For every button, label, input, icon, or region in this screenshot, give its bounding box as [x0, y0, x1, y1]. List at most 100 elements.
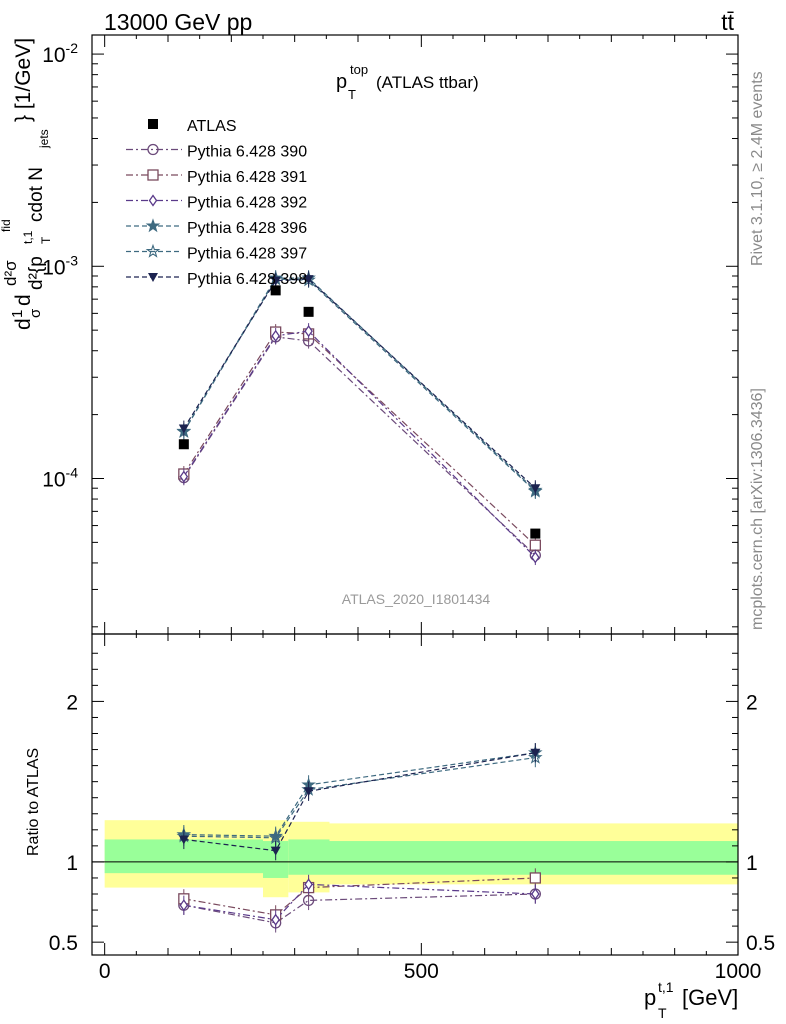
x-tick-label: 500	[404, 960, 439, 983]
ratio-point	[304, 878, 313, 891]
ratio-point	[178, 835, 189, 845]
x-tick-label: 0	[99, 960, 111, 983]
data-point	[270, 276, 281, 286]
svg-text:jets: jets	[37, 129, 51, 149]
svg-text:t,1: t,1	[21, 230, 35, 244]
series-line	[183, 277, 536, 491]
mcplots-label: mcplots.cern.ch [arXiv:1306.3436]	[749, 388, 766, 630]
svg-text:σ: σ	[27, 308, 44, 318]
legend: ATLAS Pythia 6.428 390 Pythia 6.428 391 Pyt…	[126, 118, 307, 288]
series-line	[183, 278, 536, 492]
axes: 0 500 1000 10-2 10-3 10-4 0.5 0.5 1 1 2 2	[42, 34, 775, 983]
ratio-frame	[91, 633, 739, 956]
svg-text:[GeV]: [GeV]	[682, 985, 738, 1010]
svg-text:p: p	[336, 71, 347, 93]
y-tick-label: 10-4	[42, 464, 78, 491]
atlas-data-point	[270, 285, 281, 296]
svg-text:p: p	[644, 985, 656, 1010]
series-pythia-6-428-390	[178, 328, 541, 563]
ratio-y-label: Ratio to ATLAS	[25, 748, 42, 856]
data-point	[304, 324, 313, 338]
main-plot-area	[176, 270, 543, 566]
svg-text:} [1/GeV]: } [1/GeV]	[12, 38, 35, 122]
legend-label: Pythia 6.428 396	[187, 220, 307, 237]
series-line	[183, 336, 536, 556]
svg-text:1: 1	[9, 310, 26, 318]
ratio-band-inner	[329, 841, 738, 875]
y-tick-label: 10-2	[42, 40, 78, 67]
svg-text:cdot N: cdot N	[26, 167, 47, 222]
ratio-band-inner	[288, 839, 330, 875]
data-point	[531, 551, 540, 564]
series-pythia-6-428-396	[176, 270, 543, 498]
legend-label: Pythia 6.428 391	[187, 169, 307, 186]
legend-marker	[147, 169, 159, 181]
svg-text:d: d	[12, 318, 35, 330]
svg-text:T: T	[39, 236, 53, 244]
ratio-point	[529, 872, 541, 884]
ratio-uncertainty-bands	[92, 820, 738, 898]
legend-marker	[145, 218, 161, 233]
data-point	[303, 275, 314, 285]
analysis-watermark: ATLAS_2020_I1801434	[342, 591, 491, 607]
ratio-y-tick-label-right: 0.5	[746, 932, 775, 955]
data-point	[179, 470, 189, 483]
ratio-point	[271, 913, 280, 926]
atlas-data-point	[178, 439, 189, 450]
svg-text:T: T	[348, 87, 356, 102]
legend-marker	[147, 143, 159, 156]
series-line	[183, 278, 536, 489]
ratio-y-tick-label: 1	[66, 852, 78, 875]
header-left: 13000 GeV pp	[104, 9, 252, 35]
ratio-line	[183, 877, 536, 916]
series-pythia-6-428-397	[176, 271, 543, 500]
atlas-data-point	[530, 528, 541, 539]
svg-text:d²σ: d²σ	[1, 260, 20, 286]
ratio-y-tick-label: 2	[66, 691, 78, 714]
ratio-point	[268, 830, 284, 845]
svg-text:d²{p: d²{p	[26, 256, 47, 290]
ratio-series-pythia-6-428-392	[179, 874, 540, 930]
svg-text:T: T	[658, 1005, 667, 1021]
series-line	[183, 330, 536, 558]
series-atlas-data	[178, 285, 541, 539]
y-tick-label: 10-3	[42, 252, 78, 279]
ratio-y-tick-label-right: 2	[746, 691, 758, 714]
ratio-line	[183, 752, 536, 852]
x-tick-label: 1000	[715, 960, 762, 983]
data-point	[529, 539, 541, 551]
rivet-label: Rivet 3.1.10, ≥ 2.4M events	[749, 71, 766, 266]
header-right: tt̄	[721, 9, 734, 35]
series-line	[183, 331, 536, 546]
ratio-point	[530, 748, 541, 758]
svg-text:(ATLAS ttbar): (ATLAS ttbar)	[376, 73, 479, 92]
svg-text:t,1: t,1	[658, 979, 674, 995]
ratio-point	[179, 899, 189, 912]
legend-label: Pythia 6.428 397	[187, 246, 307, 263]
ratio-line	[183, 752, 536, 837]
series-pythia-6-428-392	[179, 323, 540, 566]
legend-label: Pythia 6.428 398	[187, 271, 307, 288]
ratio-plot-area	[176, 743, 543, 933]
ratio-line	[183, 757, 536, 839]
legend-marker	[148, 273, 158, 282]
svg-text:d: d	[12, 294, 35, 306]
legend-marker	[148, 194, 158, 207]
x-axis-label: p t,1 T [GeV]	[644, 979, 738, 1021]
ratio-y-tick-label: 0.5	[49, 932, 78, 955]
atlas-data-point	[303, 306, 314, 317]
legend-label: Pythia 6.428 392	[187, 195, 307, 212]
ratio-series-pythia-6-428-398	[178, 743, 541, 861]
data-point	[271, 329, 280, 343]
y-axis-label: d 1 σ d d²σ fid d²{p t,1 T cdot N jets }…	[0, 38, 53, 330]
svg-text:top: top	[350, 62, 368, 77]
legend-label: Pythia 6.428 390	[187, 144, 307, 161]
series-pythia-6-428-391	[178, 324, 541, 553]
ratio-line	[183, 893, 536, 924]
ratio-point	[531, 887, 540, 901]
series-pythia-6-428-398	[178, 271, 541, 496]
data-point	[178, 424, 189, 434]
ratio-point	[270, 846, 281, 856]
data-point	[530, 484, 541, 494]
